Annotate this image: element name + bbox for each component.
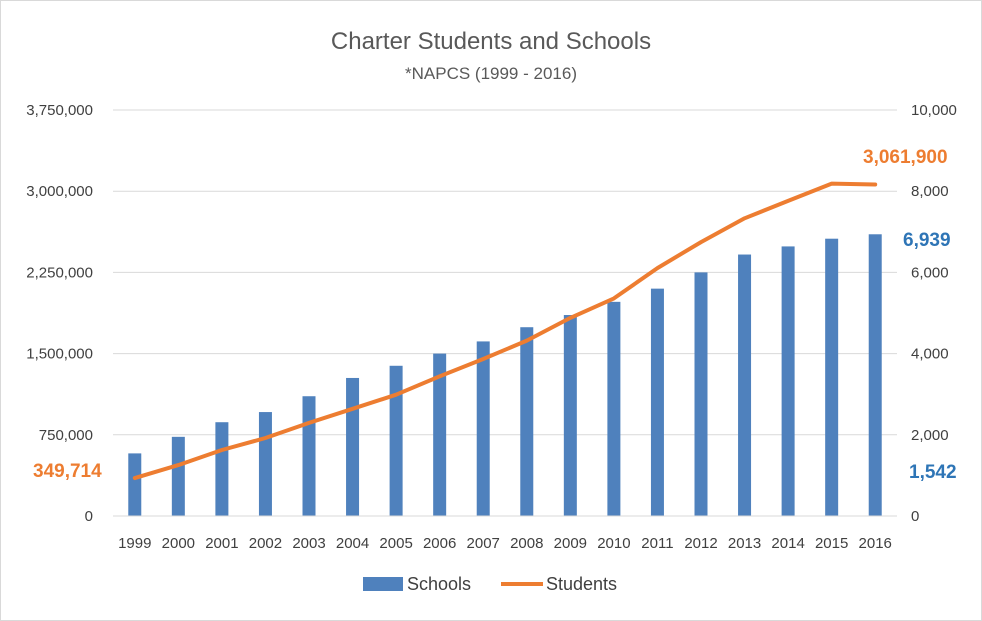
x-tick-label: 2010 [597, 535, 630, 552]
schools-bars [128, 234, 882, 516]
schools-bar [781, 246, 795, 516]
students-end-label: 3,061,900 [863, 147, 948, 168]
x-tick-label: 2007 [467, 535, 500, 552]
y-right-tick-label: 0 [911, 508, 919, 525]
schools-bar [868, 234, 882, 516]
x-tick-label: 2011 [641, 535, 673, 552]
schools-bar [825, 238, 839, 516]
y-left-tick-label: 3,000,000 [26, 183, 93, 200]
schools-bar [563, 315, 577, 516]
schools-bar [302, 396, 316, 516]
x-tick-label: 2003 [292, 535, 325, 552]
schools-bar [215, 422, 229, 516]
legend-schools-swatch [363, 577, 403, 591]
students-line [132, 181, 878, 481]
x-tick-label: 2009 [554, 535, 587, 552]
schools-end-label: 6,939 [903, 230, 951, 251]
y-left-tick-label: 1,500,000 [26, 346, 93, 363]
schools-bar [258, 412, 272, 516]
x-tick-label: 2014 [771, 535, 804, 552]
y-right-tick-label: 6,000 [911, 264, 949, 281]
x-tick-label: 2006 [423, 535, 456, 552]
schools-bar [476, 341, 490, 516]
x-tick-label: 2012 [684, 535, 717, 552]
chart-subtitle: *NAPCS (1999 - 2016) [405, 64, 577, 83]
x-tick-label: 2000 [162, 535, 195, 552]
schools-bar [346, 377, 360, 516]
y-right-tick-label: 2,000 [911, 427, 949, 444]
x-tick-label: 1999 [118, 535, 151, 552]
axes: 0 750,000 1,500,000 2,250,000 3,000,000 3,750… [26, 102, 957, 552]
y-right-tick-label: 4,000 [911, 346, 949, 363]
schools-bar [694, 272, 708, 516]
schools-bar [738, 254, 752, 516]
schools-bar [433, 353, 447, 516]
x-tick-label: 2016 [859, 535, 892, 552]
y-left-tick-label: 0 [85, 508, 93, 525]
schools-bar [171, 436, 185, 516]
grid [113, 109, 897, 436]
x-tick-label: 2002 [249, 535, 282, 552]
x-tick-label: 2008 [510, 535, 543, 552]
schools-bar [650, 288, 664, 516]
schools-start-label: 1,542 [909, 462, 957, 483]
y-left-tick-label: 3,750,000 [26, 102, 93, 119]
y-left-tick-label: 2,250,000 [26, 264, 93, 281]
x-tick-label: 2015 [815, 535, 848, 552]
y-left-tick-label: 750,000 [39, 427, 93, 444]
legend: Schools Students [363, 574, 617, 594]
legend-schools-label: Schools [407, 574, 471, 594]
y-right-tick-label: 10,000 [911, 102, 957, 119]
students-line-group [132, 181, 878, 481]
schools-bar [607, 301, 621, 516]
students-start-label: 349,714 [33, 461, 102, 482]
x-tick-label: 2001 [205, 535, 238, 552]
x-tick-label: 2013 [728, 535, 761, 552]
schools-bar [520, 327, 534, 516]
x-tick-label: 2005 [379, 535, 412, 552]
schools-bar [389, 365, 403, 516]
schools-bar [128, 453, 142, 516]
legend-students-label: Students [546, 574, 617, 594]
y-right-tick-label: 8,000 [911, 183, 949, 200]
x-tick-label: 2004 [336, 535, 369, 552]
chart-title: Charter Students and Schools [331, 28, 651, 55]
